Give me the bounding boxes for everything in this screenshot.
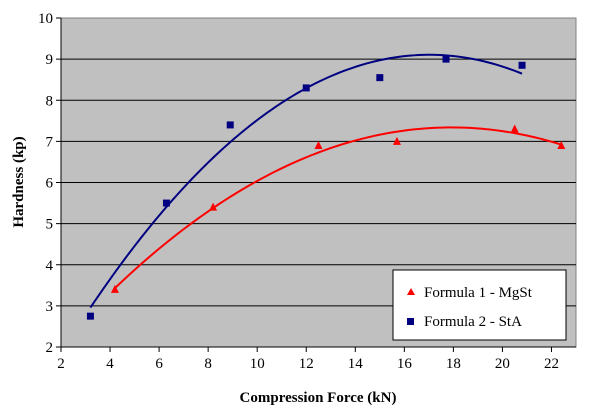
legend-marker-formula-2: [407, 318, 414, 325]
data-point-formula-1: [110, 284, 119, 293]
legend-label-formula-1: Formula 1 - MgSt: [424, 285, 533, 301]
trendline-series-1: [114, 126, 562, 289]
axes: [56, 17, 576, 352]
x-tick-label: 14: [348, 356, 364, 372]
y-tick-label: 5: [46, 217, 54, 233]
data-point-formula-2: [226, 121, 234, 129]
data-point-formula-2: [162, 199, 170, 207]
x-tick-labels: 2 4 6 8 10 12 14 16 18 20 22: [57, 356, 559, 372]
x-tick-label: 4: [106, 356, 114, 372]
x-tick-label: 16: [397, 356, 413, 372]
y-axis-title: Hardness (kp): [11, 136, 27, 227]
x-tick-label: 8: [204, 356, 212, 372]
y-tick-label: 4: [46, 258, 54, 274]
x-axis-title: Compression Force (kN): [240, 390, 397, 406]
y-tick-labels: 2 3 4 5 6 7 8 9 10: [38, 11, 54, 356]
data-point-formula-2: [518, 61, 526, 69]
data-point-formula-2: [86, 312, 94, 320]
y-tick-label: 9: [46, 52, 54, 68]
legend-label-formula-2: Formula 2 - StA: [424, 314, 522, 330]
x-tick-label: 18: [446, 356, 461, 372]
legend: Formula 1 - MgSt Formula 2 - StA: [392, 269, 567, 341]
x-tick-label: 20: [495, 356, 510, 372]
x-tick-label: 2: [57, 356, 65, 372]
legend-box: [392, 269, 567, 341]
legend-marker-formula-1: [407, 288, 415, 295]
data-point-formula-1: [209, 202, 218, 211]
y-tick-label: 6: [46, 176, 54, 192]
x-tick-label: 6: [155, 356, 163, 372]
data-point-formula-1: [392, 136, 401, 145]
x-tick-label: 10: [250, 356, 265, 372]
y-tick-label: 3: [46, 299, 54, 315]
data-point-formula-1: [510, 124, 519, 133]
x-tick-label: 22: [544, 356, 559, 372]
x-tick-label: 12: [299, 356, 314, 372]
data-point-formula-2: [376, 74, 384, 82]
data-point-formula-2: [302, 84, 310, 92]
data-point-formula-2: [442, 55, 450, 63]
y-tick-label: 7: [46, 134, 54, 150]
y-tick-label: 2: [46, 340, 54, 356]
data-point-formula-1: [314, 140, 323, 149]
data-points: [86, 55, 566, 320]
y-tick-label: 10: [38, 11, 53, 27]
data-point-formula-1: [557, 140, 566, 149]
y-tick-label: 8: [46, 93, 54, 109]
